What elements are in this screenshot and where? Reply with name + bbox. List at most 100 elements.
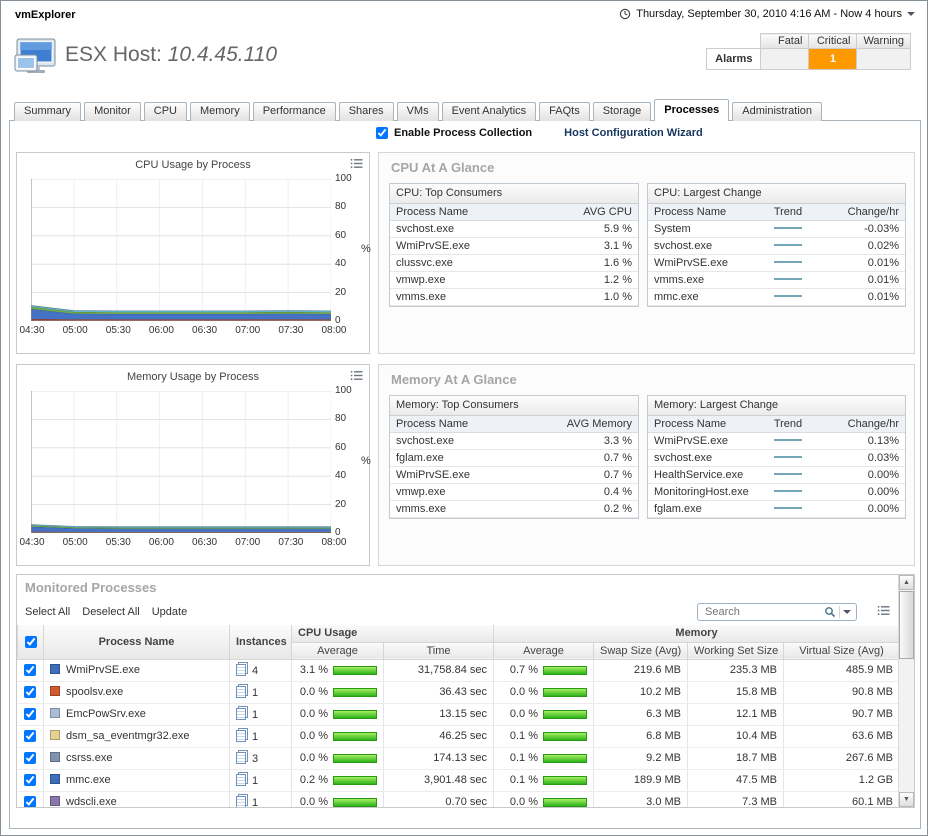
tab-administration[interactable]: Administration	[732, 102, 822, 121]
table-row[interactable]: HealthService.exe 0.00%	[648, 466, 905, 484]
monitored-processes-panel: Monitored Processes Select All Deselect …	[16, 574, 915, 808]
table-row[interactable]: csrss.exe 3 0.0 % 174.13 sec 0.1 % 9.2 M…	[17, 747, 900, 770]
col-group-cpu-usage[interactable]: CPU Usage	[290, 625, 495, 643]
table-row[interactable]: MonitoringHost.exe 0.00%	[648, 483, 905, 501]
col-avg-memory[interactable]: AVG Memory	[540, 416, 638, 433]
select-all-checkbox[interactable]	[24, 635, 37, 648]
table-row[interactable]: vmwp.exe 0.4 %	[390, 483, 638, 501]
alarms-critical-count[interactable]: 1	[808, 48, 858, 70]
process-name: EmcPowSrv.exe	[66, 708, 146, 720]
search-input[interactable]	[703, 605, 821, 619]
col-cpu-time[interactable]: Time	[382, 642, 495, 660]
table-row[interactable]: mmc.exe 1 0.2 % 3,901.48 sec 0.1 % 189.9…	[17, 769, 900, 792]
time-range-control[interactable]: Thursday, September 30, 2010 4:16 AM - N…	[619, 8, 915, 20]
tab-faqts[interactable]: FAQts	[539, 102, 590, 121]
alarms-fatal-count[interactable]	[760, 48, 810, 70]
table-row[interactable]: mmc.exe 0.01%	[648, 288, 905, 306]
col-process-name[interactable]: Process Name	[648, 416, 760, 433]
table-row[interactable]: EmcPowSrv.exe 1 0.0 % 13.15 sec 0.0 % 6.…	[17, 703, 900, 726]
tab-event-analytics[interactable]: Event Analytics	[441, 102, 537, 121]
table-row[interactable]: System -0.03%	[648, 220, 905, 238]
col-trend[interactable]: Trend	[760, 204, 816, 221]
col-instances[interactable]: Instances	[229, 625, 292, 660]
table-row[interactable]: fglam.exe 0.7 %	[390, 449, 638, 467]
table-row[interactable]: WmiPrvSE.exe 0.13%	[648, 432, 905, 450]
col-process-name[interactable]: Process Name	[648, 204, 760, 221]
instances-icon	[236, 729, 246, 742]
table-row[interactable]: vmms.exe 0.2 %	[390, 500, 638, 518]
cpu-usage-bar	[333, 753, 377, 763]
alarms-warning-count[interactable]	[856, 48, 911, 70]
tab-monitor[interactable]: Monitor	[84, 102, 141, 121]
col-group-memory[interactable]: Memory	[493, 625, 900, 643]
table-row[interactable]: svchost.exe 0.02%	[648, 237, 905, 255]
col-mem-average[interactable]: Average	[493, 642, 595, 660]
cpu-usage-bar	[333, 731, 377, 741]
memory-usage-bar	[543, 797, 588, 807]
row-checkbox[interactable]	[24, 686, 37, 698]
scroll-up-button[interactable]: ▲	[899, 575, 914, 590]
table-row[interactable]: wdscli.exe 1 0.0 % 0.70 sec 0.0 % 3.0 MB…	[17, 791, 900, 807]
table-row[interactable]: vmwp.exe 1.2 %	[390, 271, 638, 289]
col-process-name[interactable]: Process Name	[390, 204, 550, 221]
tab-vms[interactable]: VMs	[396, 102, 439, 121]
scrollbar-thumb[interactable]	[899, 591, 914, 659]
table-row[interactable]: WmiPrvSE.exe 3.1 %	[390, 237, 638, 255]
tab-memory[interactable]: Memory	[189, 102, 250, 121]
row-checkbox[interactable]	[24, 752, 37, 764]
table-row[interactable]: vmms.exe 1.0 %	[390, 288, 638, 306]
memory-usage-chart-plot	[31, 391, 331, 533]
tab-processes[interactable]: Processes	[654, 99, 730, 121]
select-all-link[interactable]: Select All	[25, 606, 71, 618]
table-row[interactable]: fglam.exe 0.00%	[648, 500, 905, 518]
panel-title: CPU At A Glance	[391, 160, 495, 175]
col-virtual-size[interactable]: Virtual Size (Avg)	[783, 642, 900, 660]
col-process-name[interactable]: Process Name	[390, 416, 540, 433]
row-checkbox[interactable]	[24, 664, 37, 676]
scroll-down-button[interactable]: ▼	[899, 792, 914, 807]
tab-summary[interactable]: Summary	[14, 102, 82, 121]
table-row[interactable]: svchost.exe 0.03%	[648, 449, 905, 467]
deselect-all-link[interactable]: Deselect All	[82, 606, 140, 618]
search-options-chevron-icon[interactable]	[843, 610, 851, 614]
row-checkbox[interactable]	[24, 708, 37, 720]
col-swap-size[interactable]: Swap Size (Avg)	[593, 642, 689, 660]
tab-storage[interactable]: Storage	[592, 102, 652, 121]
col-trend[interactable]: Trend	[760, 416, 816, 433]
row-checkbox[interactable]	[24, 730, 37, 742]
host-configuration-wizard-link[interactable]: Host Configuration Wizard	[564, 127, 703, 139]
col-process-name[interactable]: Process Name	[43, 625, 230, 660]
table-row[interactable]: WmiPrvSE.exe 4 3.1 % 31,758.84 sec 0.7 %…	[17, 659, 900, 682]
row-checkbox[interactable]	[24, 774, 37, 786]
table-row[interactable]: vmms.exe 0.01%	[648, 271, 905, 289]
col-change-hr[interactable]: Change/hr	[816, 204, 905, 221]
chart-actions-menu-icon[interactable]	[350, 158, 363, 172]
tab-cpu[interactable]: CPU	[143, 102, 187, 121]
table-row[interactable]: WmiPrvSE.exe 0.01%	[648, 254, 905, 272]
chart-actions-menu-icon[interactable]	[350, 370, 363, 384]
search-box[interactable]	[697, 603, 857, 621]
col-working-set[interactable]: Working Set Size	[687, 642, 785, 660]
table-row[interactable]: spoolsv.exe 1 0.0 % 36.43 sec 0.0 % 10.2…	[17, 681, 900, 704]
enable-process-collection-checkbox[interactable]	[376, 127, 388, 139]
update-link[interactable]: Update	[151, 606, 188, 618]
row-checkbox[interactable]	[24, 796, 37, 807]
enable-process-collection-label: Enable Process Collection	[394, 127, 533, 139]
col-cpu-average[interactable]: Average	[291, 642, 384, 660]
col-change-hr[interactable]: Change/hr	[816, 416, 905, 433]
process-color-swatch	[50, 796, 60, 806]
table-row[interactable]: dsm_sa_eventmgr32.exe 1 0.0 % 46.25 sec …	[17, 725, 900, 748]
vertical-scrollbar[interactable]: ▲ ▼	[898, 575, 914, 807]
table-actions-menu-icon[interactable]	[877, 605, 890, 619]
tab-performance[interactable]: Performance	[252, 102, 336, 121]
table-row[interactable]: svchost.exe 5.9 %	[390, 220, 638, 238]
col-avg-cpu[interactable]: AVG CPU	[550, 204, 638, 221]
table-row[interactable]: svchost.exe 3.3 %	[390, 432, 638, 450]
table-row[interactable]: clussvc.exe 1.6 %	[390, 254, 638, 272]
x-axis-labels: 04:30 05:00 05:30 06:00 06:30 07:00 07:30 08:…	[19, 537, 347, 548]
time-range-text: Thursday, September 30, 2010 4:16 AM - N…	[636, 8, 902, 20]
tab-shares[interactable]: Shares	[338, 102, 394, 121]
search-icon[interactable]	[824, 606, 836, 618]
table-row[interactable]: WmiPrvSE.exe 0.7 %	[390, 466, 638, 484]
